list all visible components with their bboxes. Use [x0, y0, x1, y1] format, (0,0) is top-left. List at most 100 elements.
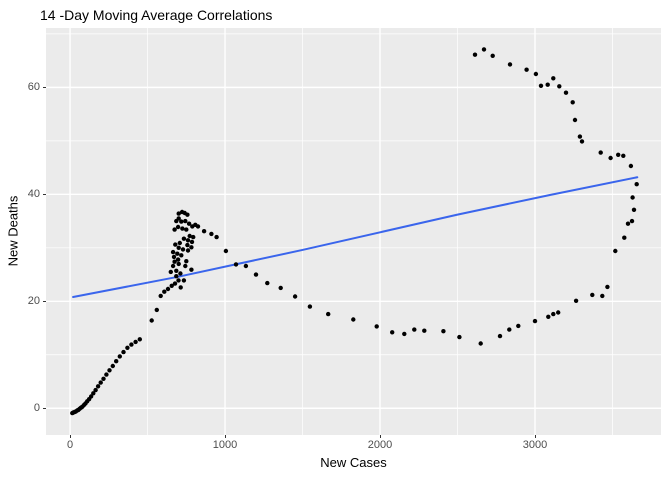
scatter-point — [165, 286, 171, 292]
scatter-point — [223, 248, 229, 254]
scatter-point — [538, 83, 544, 88]
scatter-point — [243, 263, 249, 269]
scatter-point — [168, 269, 173, 275]
scatter-point — [184, 259, 189, 264]
x-axis-title: New Cases — [320, 455, 387, 470]
scatter-point — [88, 394, 94, 399]
scatter-point — [174, 268, 179, 273]
scatter-point — [631, 207, 637, 212]
scatter-point — [441, 329, 446, 334]
scatter-point — [605, 284, 610, 290]
x-tick-mark — [225, 435, 226, 438]
scatter-point — [351, 317, 356, 322]
scatter-point — [422, 328, 427, 333]
scatter-point — [171, 254, 177, 260]
scatter-point — [172, 259, 177, 264]
scatter-point — [174, 274, 179, 279]
scatter-point — [110, 363, 116, 369]
scatter-point — [162, 289, 167, 294]
scatter-point — [129, 342, 134, 347]
scatter-point — [154, 307, 159, 313]
y-tick-mark — [43, 408, 46, 410]
y-tick-mark — [43, 301, 46, 303]
x-tick-label: 0 — [66, 439, 74, 451]
scatter-point — [307, 304, 313, 309]
scatter-point — [570, 100, 575, 105]
scatter-point — [563, 90, 569, 95]
scatter-point — [186, 221, 192, 226]
scatter-point — [630, 195, 635, 200]
scatter-point — [101, 376, 106, 381]
scatter-point — [557, 84, 562, 89]
scatter-point — [175, 251, 180, 256]
scatter-point — [172, 281, 178, 286]
plot-canvas — [46, 28, 661, 435]
scatter-point — [524, 67, 529, 72]
x-tick-label: 2000 — [367, 439, 393, 451]
scatter-point — [185, 212, 190, 217]
scatter-point — [178, 285, 183, 290]
y-tick-label: 40 — [27, 188, 40, 201]
scatter-point — [187, 233, 192, 239]
scatter-point — [532, 318, 538, 324]
scatter-point — [201, 229, 207, 234]
chart-title: 14 -Day Moving Average Correlations — [40, 7, 273, 23]
scatter-point — [93, 387, 98, 393]
scatter-point — [572, 117, 578, 123]
scatter-point — [628, 163, 634, 169]
scatter-point — [490, 53, 495, 58]
trend-line — [72, 176, 639, 299]
scatter-point — [481, 47, 487, 52]
y-tick-label: 60 — [27, 81, 40, 94]
scatter-point — [117, 354, 123, 359]
scatter-point — [472, 52, 478, 57]
scatter-point — [175, 257, 181, 262]
scatter-point — [125, 345, 130, 350]
scatter-point — [292, 294, 298, 299]
scatter-point — [546, 314, 551, 319]
scatter-point — [180, 247, 186, 252]
scatter-point — [133, 339, 138, 345]
scatter-point — [169, 283, 174, 288]
scatter-point — [573, 298, 579, 303]
scatter-point — [172, 227, 177, 232]
scatter-point — [191, 234, 196, 240]
scatter-point — [189, 245, 194, 250]
x-tick-mark — [534, 435, 536, 438]
scatter-point — [516, 323, 521, 329]
x-tick-mark — [380, 435, 381, 438]
scatter-point — [590, 292, 595, 298]
scatter-point — [629, 218, 635, 224]
scatter-point — [507, 62, 513, 67]
scatter-point — [412, 327, 417, 332]
scatter-point — [402, 331, 407, 337]
x-tick-label: 3000 — [522, 439, 548, 451]
y-tick-label: 20 — [27, 295, 40, 308]
scatter-point — [181, 236, 187, 241]
scatter-point — [625, 221, 631, 226]
scatter-point — [185, 238, 191, 243]
scatter-point — [533, 71, 539, 77]
scatter-point — [95, 384, 101, 389]
scatter-point — [174, 218, 179, 224]
scatter-point — [390, 330, 395, 335]
scatter-point — [176, 211, 181, 216]
scatter-point — [183, 218, 188, 224]
scatter-point — [98, 380, 103, 385]
scatter-point — [175, 224, 181, 230]
scatter-point — [579, 139, 585, 144]
scatter-point — [184, 227, 189, 232]
scatter-point — [176, 245, 181, 250]
scatter-point — [209, 231, 214, 237]
scatter-point — [176, 261, 181, 267]
scatter-point — [556, 310, 561, 315]
scatter-point — [176, 278, 181, 283]
y-tick-mark — [43, 87, 46, 89]
scatter-point — [189, 267, 194, 272]
scatter-point — [634, 182, 639, 187]
scatter-point — [551, 76, 556, 81]
scatter-point — [180, 226, 185, 231]
scatter-point — [158, 293, 163, 299]
scatter-point — [91, 391, 96, 396]
